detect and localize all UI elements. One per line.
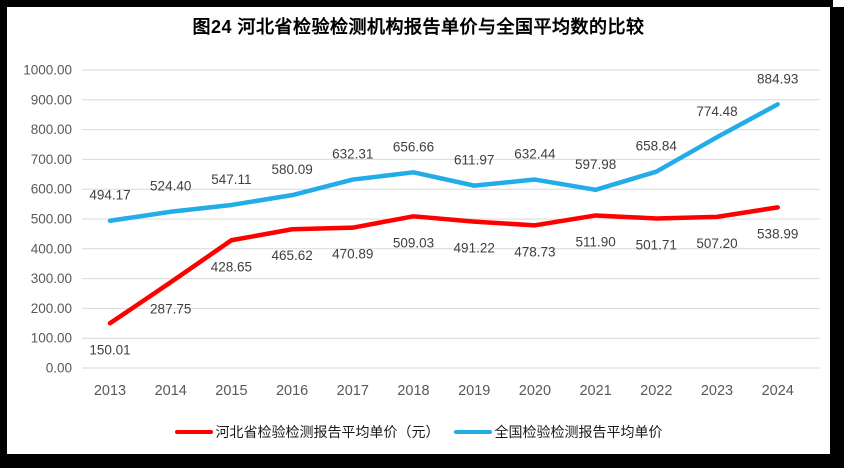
chart-legend: 河北省检验检测报告平均单价（元） 全国检验检测报告平均单价 — [7, 422, 830, 442]
data-label: 658.84 — [636, 139, 678, 154]
x-axis-tick-label: 2022 — [640, 383, 672, 399]
y-axis-tick-label: 400.00 — [31, 241, 72, 256]
data-label: 632.44 — [514, 147, 556, 162]
y-axis-tick-label: 300.00 — [31, 271, 72, 286]
data-label: 547.11 — [211, 172, 251, 187]
legend-label-national: 全国检验检测报告平均单价 — [494, 424, 663, 440]
series-line-hebei — [107, 205, 780, 326]
y-axis-tick-label: 0.00 — [46, 361, 72, 376]
y-axis-tick-label: 600.00 — [31, 182, 72, 197]
data-label: 494.17 — [89, 188, 130, 203]
data-label: 428.65 — [211, 259, 252, 274]
data-label: 597.98 — [575, 157, 616, 172]
frame-notch — [833, 0, 844, 7]
data-label: 524.40 — [150, 179, 191, 194]
chart-area: 图24 河北省检验检测机构报告单价与全国平均数的比较 0.00 100.00 200… — [7, 7, 830, 454]
data-label: 507.20 — [696, 236, 737, 251]
x-axis-tick-label: 2013 — [94, 383, 126, 399]
chart-title: 图24 河北省检验检测机构报告单价与全国平均数的比较 — [192, 17, 645, 37]
data-label: 509.03 — [393, 235, 434, 250]
y-axis-tick-label: 900.00 — [31, 92, 72, 107]
line-chart-plot: 0.00 100.00 200.00 300.00 400.00 500.00 600.00… — [23, 63, 820, 399]
data-label: 465.62 — [271, 248, 312, 263]
x-axis-tick-label: 2015 — [215, 383, 247, 399]
legend-line-swatch-blue — [453, 430, 492, 434]
data-label: 580.09 — [271, 162, 312, 177]
data-label: 774.48 — [696, 104, 737, 119]
data-label: 470.89 — [332, 247, 373, 262]
x-axis-tick-label: 2016 — [276, 383, 308, 399]
data-label: 287.75 — [150, 301, 191, 316]
data-label: 611.97 — [454, 153, 494, 168]
data-label: 632.31 — [332, 147, 373, 162]
x-axis-tick-label: 2018 — [397, 383, 429, 399]
x-axis-tick-label: 2024 — [762, 383, 794, 399]
series-line-national — [107, 102, 780, 223]
data-label: 491.22 — [454, 241, 495, 256]
x-axis-tick-label: 2014 — [155, 383, 187, 399]
legend-item-hebei: 河北省检验检测报告平均单价（元） — [174, 422, 440, 442]
data-label: 501.71 — [636, 237, 677, 252]
data-label: 150.01 — [89, 342, 130, 357]
y-axis-tick-label: 700.00 — [31, 152, 72, 167]
x-axis-tick-label: 2019 — [458, 383, 490, 399]
data-label: 478.73 — [514, 244, 555, 259]
legend-item-national: 全国检验检测报告平均单价 — [453, 422, 663, 442]
data-label: 538.99 — [757, 226, 798, 241]
legend-label-hebei: 河北省检验检测报告平均单价（元） — [215, 424, 440, 440]
y-axis-tick-label: 200.00 — [31, 301, 72, 316]
y-axis-tick-label: 1000.00 — [23, 63, 72, 78]
data-label: 884.93 — [757, 71, 798, 86]
data-label: 656.66 — [393, 139, 434, 154]
y-axis-tick-label: 500.00 — [31, 212, 72, 227]
y-axis-tick-label: 100.00 — [31, 331, 72, 346]
y-axis-tick-label: 800.00 — [31, 122, 72, 137]
x-axis-tick-label: 2023 — [701, 383, 733, 399]
x-axis-tick-label: 2021 — [579, 383, 611, 399]
data-label: 511.90 — [575, 234, 615, 249]
x-axis-tick-label: 2017 — [337, 383, 369, 399]
legend-line-swatch-red — [174, 430, 213, 434]
x-axis-tick-label: 2020 — [519, 383, 551, 399]
